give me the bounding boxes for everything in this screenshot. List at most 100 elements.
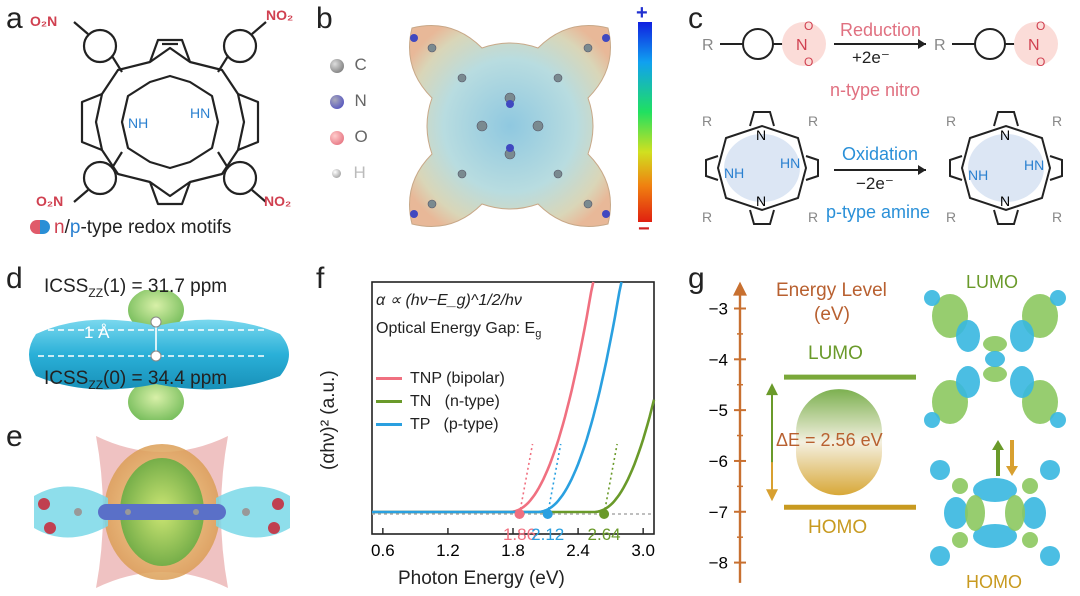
icss-top-label: ICSSZZ(1) = 31.7 ppm (44, 276, 228, 300)
legend-c: C (330, 55, 390, 91)
svg-text:N: N (796, 37, 808, 54)
ntype-nitro-label: n-type nitro (830, 80, 921, 100)
homo-orbital (930, 460, 1060, 566)
svg-text:O: O (804, 19, 813, 33)
green-isosurface-top (128, 290, 184, 332)
scale-plus: + (636, 2, 648, 24)
band-gap-shape (796, 389, 882, 496)
r-label-7: R (946, 113, 956, 129)
ptype-amine-label: p-type amine (826, 202, 931, 222)
legend-item-tn: TN (n-type) (376, 393, 556, 416)
energy-tick-label-3: −6 (709, 452, 728, 471)
no2-label-tl: O₂N (30, 13, 57, 29)
svg-text:O: O (804, 55, 813, 69)
legend-n: N (330, 91, 390, 127)
svg-text:O: O (1036, 55, 1045, 69)
plus-2e-label: +2e⁻ (852, 48, 890, 67)
r-label-8: R (1052, 113, 1062, 129)
redox-reactions: N O O R N O O R NH HN N N R R R R NH HN … (702, 19, 1063, 225)
svg-text:O: O (1036, 19, 1045, 33)
gap-value-label-2: 2.12 (531, 525, 564, 544)
tangent-line-2 (546, 443, 562, 515)
oxidation-label: Oxidation (842, 144, 919, 164)
homo-orbital-label: HOMO (966, 572, 1022, 592)
panel-letter-d: d (6, 262, 23, 295)
legend-h: H (330, 163, 390, 199)
hydrogen-atom-icon (332, 169, 341, 179)
icss-bottom-label: ICSSZZ(0) = 34.4 ppm (44, 368, 228, 392)
energy-tick-label-0: −3 (709, 299, 728, 318)
r-label-5: R (702, 209, 712, 225)
tangent-line-1 (603, 443, 618, 515)
energy-tick-label-2: −5 (709, 401, 728, 420)
c-hn-1: HN (780, 155, 800, 171)
icss-isosurface (29, 290, 289, 420)
nitrogen-atom-icon (330, 94, 344, 109)
distance-label: 1 Å (84, 323, 110, 342)
energy-title-2: (eV) (814, 304, 850, 325)
redox-motif-caption: n/p-type redox motifs (30, 217, 231, 239)
caption-p: p (69, 217, 81, 238)
x-tick-label-0: 0.6 (371, 541, 395, 560)
legend-n-label: N (354, 91, 367, 110)
no2-label-bl: O₂N (36, 193, 63, 209)
r-label-9: R (946, 209, 956, 225)
atom-legend: C N O H (330, 55, 390, 205)
panel-letter-c: c (688, 2, 703, 35)
gap-point-2 (542, 509, 553, 519)
gap-value-label-0: 1.86 (503, 525, 536, 544)
green-isosurface-bottom (128, 380, 184, 420)
nitro-product-highlight-icon (1014, 22, 1058, 66)
energy-tick-label-4: −7 (709, 503, 728, 522)
aici-isosurface (34, 436, 290, 588)
minus-2e-label: −2e⁻ (856, 174, 894, 193)
reduction-label: Reduction (840, 20, 922, 40)
energy-level-diagram: −3 −4 −5 −6 −7 −8 (709, 281, 916, 583)
legend-h-label: H (353, 163, 366, 182)
legend-o: O (330, 127, 390, 163)
legend-item-tp: TP (p-type) (376, 416, 556, 439)
delta-e-label: ΔE = 2.56 eV (776, 430, 883, 451)
c-n-2: N (756, 193, 766, 209)
r-label-3: R (702, 113, 712, 129)
redox-dot-icon (30, 220, 50, 234)
legend-item-tnp: TNP (bipolar) (376, 370, 556, 393)
x-axis-label: Photon Energy (eV) (398, 568, 565, 589)
gap-value-label-1: 2.64 (588, 525, 621, 544)
tauc-legend: TNP (bipolar) TN (n-type) TP (p-type) (376, 370, 556, 439)
x-tick-label-2: 1.8 (501, 541, 525, 560)
caption-n: n (54, 217, 65, 238)
energy-tick-label-5: −8 (709, 554, 728, 573)
x-tick-label-1: 1.2 (436, 541, 460, 560)
carbon-atom-icon (330, 58, 344, 73)
x-tick-label-4: 3.0 (631, 541, 655, 560)
legend-o-label: O (354, 127, 368, 146)
tauc-formula: α ∝ (hν−E_g)^1/2/hν (376, 292, 522, 309)
tauc-plot: 0.6 1.2 1.8 2.4 3.0 1.86 2.64 2.12 (371, 281, 656, 560)
y-axis-label: (αhν)² (a.u.) (318, 370, 339, 470)
esp-map (409, 25, 611, 227)
energy-axis-arrow-icon (733, 281, 747, 296)
tangent-line-0 (518, 443, 534, 515)
hn-label: HN (190, 105, 210, 121)
panel-letter-b: b (316, 2, 333, 35)
panel-letter-g: g (688, 262, 705, 295)
homo-label: HOMO (808, 517, 868, 539)
c-nh-2: NH (968, 167, 988, 183)
panel-letter-f: f (316, 262, 325, 295)
lumo-label: LUMO (808, 343, 863, 365)
panel-letter-e: e (6, 420, 23, 453)
r-label-6: R (808, 209, 818, 225)
r-label-2: R (934, 37, 946, 54)
c-hn-2: HN (1024, 157, 1044, 173)
r-label-10: R (1052, 209, 1062, 225)
nh-label: NH (128, 115, 148, 131)
oxygen-atom-icon (330, 130, 344, 145)
r-label-4: R (808, 113, 818, 129)
caption-rest: -type redox motifs (80, 217, 232, 238)
excitation-arrows-icon (992, 440, 1018, 476)
no2-label-br: NO₂ (264, 193, 291, 209)
x-tick-label-3: 2.4 (566, 541, 590, 560)
c-nh-1: NH (724, 165, 744, 181)
caption-slash: / (64, 217, 70, 238)
